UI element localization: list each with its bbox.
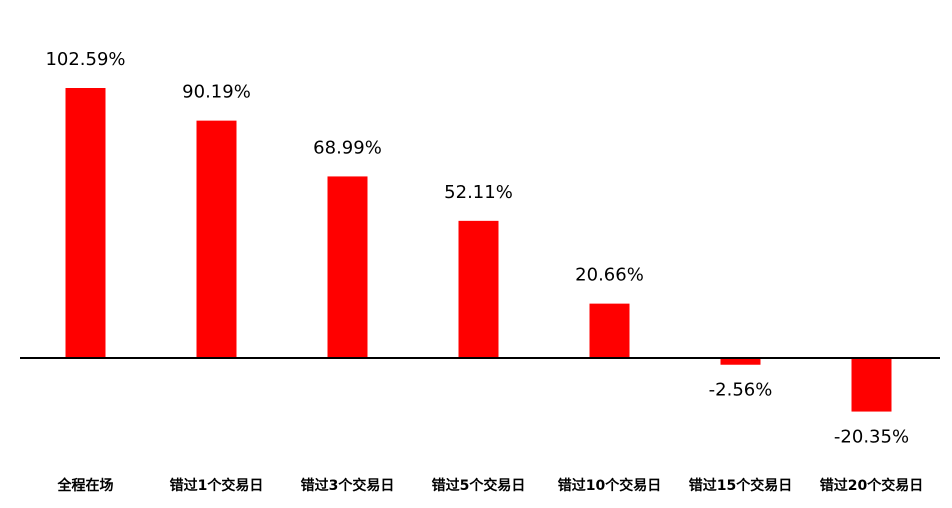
bar xyxy=(589,303,630,358)
x-tick-label: 错过1个交易日 xyxy=(170,477,264,494)
bar xyxy=(65,88,106,358)
x-tick-label: 错过10个交易日 xyxy=(558,477,661,494)
bar xyxy=(196,120,237,358)
value-label: 102.59% xyxy=(45,49,125,70)
bar xyxy=(720,358,761,365)
bar xyxy=(327,176,368,358)
x-tick-label: 错过15个交易日 xyxy=(689,477,792,494)
x-tick-label: 错过3个交易日 xyxy=(301,477,395,494)
x-tick-label: 错过20个交易日 xyxy=(820,477,923,494)
value-label: -20.35% xyxy=(834,427,909,448)
x-tick-label: 全程在场 xyxy=(57,477,114,494)
value-label: 90.19% xyxy=(182,82,251,103)
value-label: 20.66% xyxy=(575,265,644,286)
x-tick-label: 错过5个交易日 xyxy=(432,477,526,494)
value-label: 68.99% xyxy=(313,137,382,158)
bar xyxy=(851,358,892,412)
bar xyxy=(458,220,499,358)
value-label: 52.11% xyxy=(444,182,513,203)
value-label: -2.56% xyxy=(709,380,773,401)
